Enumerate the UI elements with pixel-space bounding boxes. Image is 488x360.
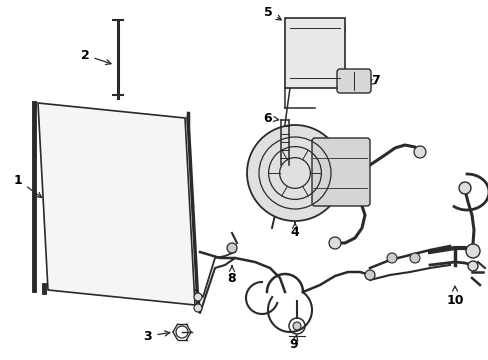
Text: 4: 4 <box>290 222 299 239</box>
Polygon shape <box>38 103 195 305</box>
Text: 9: 9 <box>289 335 298 351</box>
Circle shape <box>458 182 470 194</box>
Circle shape <box>364 270 374 280</box>
Circle shape <box>328 237 340 249</box>
Circle shape <box>386 253 396 263</box>
Text: 5: 5 <box>263 5 281 20</box>
Circle shape <box>246 125 342 221</box>
Circle shape <box>292 322 301 330</box>
Circle shape <box>194 293 202 301</box>
FancyBboxPatch shape <box>311 138 369 206</box>
FancyBboxPatch shape <box>336 69 370 93</box>
Text: 1: 1 <box>14 174 41 198</box>
Text: 7: 7 <box>368 73 380 86</box>
Circle shape <box>194 304 202 312</box>
Circle shape <box>226 243 237 253</box>
Bar <box>285 18 345 88</box>
Text: 2: 2 <box>81 49 111 64</box>
Circle shape <box>465 244 479 258</box>
Circle shape <box>409 253 419 263</box>
Text: 10: 10 <box>446 286 463 306</box>
Text: 8: 8 <box>227 266 236 284</box>
Circle shape <box>467 261 477 271</box>
Circle shape <box>413 146 425 158</box>
Text: 3: 3 <box>143 329 169 342</box>
Text: 6: 6 <box>263 112 278 125</box>
